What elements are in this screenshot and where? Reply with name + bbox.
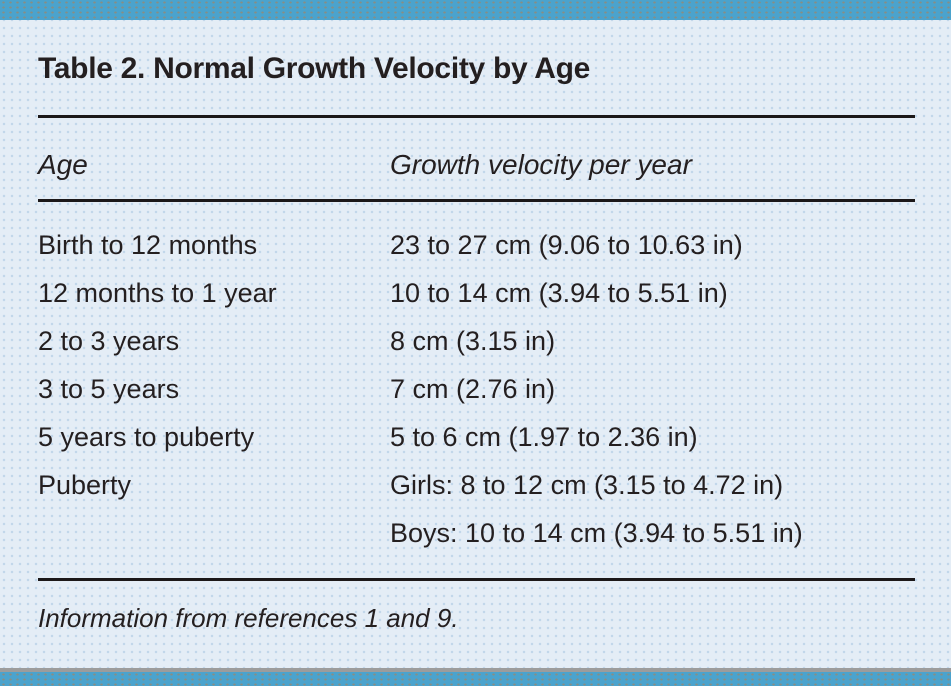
- age-cell: 5 years to puberty: [38, 422, 255, 452]
- table-row: 5 years to puberty 5 to 6 cm (1.97 to 2.…: [38, 413, 915, 461]
- velocity-line: 5 to 6 cm (1.97 to 2.36 in): [390, 422, 698, 452]
- table-row: 2 to 3 years 8 cm (3.15 in): [38, 317, 915, 365]
- velocity-cell: 8 cm (3.15 in): [390, 317, 915, 365]
- age-cell: Birth to 12 months: [38, 230, 258, 260]
- top-accent-bar: [0, 0, 951, 20]
- column-header-growth-velocity: Growth velocity per year: [390, 149, 692, 180]
- age-cell: 12 months to 1 year: [38, 278, 277, 308]
- velocity-cell: Girls: 8 to 12 cm (3.15 to 4.72 in) Boys:…: [390, 461, 915, 557]
- age-cell: 3 to 5 years: [38, 374, 180, 404]
- footer-divider-rule: [38, 578, 915, 581]
- table-title: Table 2. Normal Growth Velocity by Age: [38, 52, 591, 85]
- velocity-cell: 10 to 14 cm (3.94 to 5.51 in): [390, 269, 915, 317]
- column-header-age: Age: [38, 149, 88, 180]
- velocity-cell: 23 to 27 cm (9.06 to 10.63 in): [390, 221, 915, 269]
- age-cell: Puberty: [38, 470, 132, 500]
- velocity-line: 23 to 27 cm (9.06 to 10.63 in): [390, 230, 743, 260]
- velocity-cell: 5 to 6 cm (1.97 to 2.36 in): [390, 413, 915, 461]
- table-row: 3 to 5 years 7 cm (2.76 in): [38, 365, 915, 413]
- age-cell: 2 to 3 years: [38, 326, 180, 356]
- title-divider-rule: [38, 115, 915, 118]
- velocity-line: Boys: 10 to 14 cm (3.94 to 5.51 in): [390, 518, 803, 548]
- table-row: 12 months to 1 year 10 to 14 cm (3.94 to…: [38, 269, 915, 317]
- velocity-line: 7 cm (2.76 in): [390, 374, 556, 404]
- table-header-row: Age Growth velocity per year: [38, 148, 915, 182]
- velocity-line: 10 to 14 cm (3.94 to 5.51 in): [390, 278, 728, 308]
- header-divider-rule: [38, 199, 915, 202]
- table-footnote: Information from references 1 and 9.: [38, 603, 459, 633]
- table-content: Table 2. Normal Growth Velocity by Age A…: [38, 0, 915, 634]
- table-body: Birth to 12 months 23 to 27 cm (9.06 to …: [38, 221, 915, 557]
- table-row: Birth to 12 months 23 to 27 cm (9.06 to …: [38, 221, 915, 269]
- bottom-accent-bar: [0, 668, 951, 686]
- velocity-line: Girls: 8 to 12 cm (3.15 to 4.72 in): [390, 470, 784, 500]
- velocity-cell: 7 cm (2.76 in): [390, 365, 915, 413]
- velocity-line: 8 cm (3.15 in): [390, 326, 556, 356]
- table-row: Puberty Girls: 8 to 12 cm (3.15 to 4.72 …: [38, 461, 915, 557]
